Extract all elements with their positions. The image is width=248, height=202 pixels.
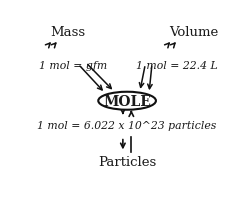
Text: MOLE: MOLE <box>103 94 151 108</box>
Text: 1 mol = 6.022 x 10^23 particles: 1 mol = 6.022 x 10^23 particles <box>37 120 217 130</box>
Text: Particles: Particles <box>98 155 156 168</box>
Text: Mass: Mass <box>50 26 85 39</box>
Text: Volume: Volume <box>169 26 219 39</box>
Ellipse shape <box>98 92 156 110</box>
Text: 1 mol = gfm: 1 mol = gfm <box>39 60 107 70</box>
Text: 1 mol = 22.4 L: 1 mol = 22.4 L <box>136 60 217 70</box>
